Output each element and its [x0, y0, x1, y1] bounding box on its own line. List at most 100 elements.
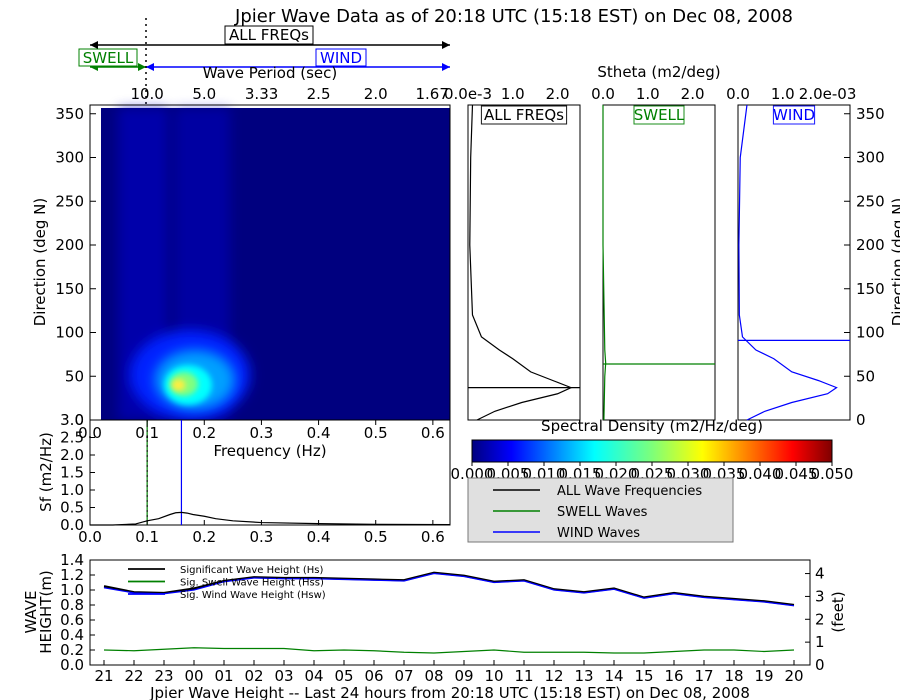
- ts-xtick-label: 00: [184, 667, 203, 685]
- sf-ytick-label: 3.0: [60, 411, 84, 429]
- freq-tick-label-bottom: 0.2: [192, 528, 216, 546]
- ts-ytick-label: 0.0: [60, 656, 84, 674]
- freq-tick-label-top: 0.5: [364, 424, 388, 442]
- colorbar-title: Spectral Density (m2/Hz/deg): [541, 417, 763, 435]
- swell-band-label: SWELL: [83, 49, 134, 67]
- stheta-xtick-label: 1.0: [771, 85, 795, 103]
- ts-ytick-label: 1.0: [60, 581, 84, 599]
- stheta-xtick-label: 2.0: [681, 85, 705, 103]
- wind-band-label: WIND: [320, 49, 362, 67]
- ts-ytick-label: 0.8: [60, 596, 84, 614]
- ts-ytick-label: 0.6: [60, 611, 84, 629]
- freq-tick-label-top: 0.1: [135, 424, 159, 442]
- stheta-xtick-label: 2.0e-03: [799, 85, 857, 103]
- swell-box: [78, 48, 138, 67]
- ts-right-ytick-label: 3: [815, 587, 825, 605]
- ts-right-ytick-label: 4: [815, 565, 825, 583]
- stheta-panel-all-freqs: ALL FREQs 0.0e-3 1.0 2.0: [444, 85, 581, 421]
- stheta-ytick-label: 150: [856, 280, 885, 298]
- ts-xlabel: Jpier Wave Height -- Last 24 hours from …: [149, 684, 750, 700]
- stheta-xtick-label: 2.0: [546, 85, 570, 103]
- spectrum-line: [90, 511, 451, 526]
- ts-ytick-label: 1.4: [60, 551, 84, 569]
- stheta-ytick-label: 50: [856, 367, 875, 385]
- heatmap-ytick-label: 0: [74, 411, 84, 429]
- wind-box: [315, 48, 367, 67]
- stheta-ytick-label: 200: [856, 236, 885, 254]
- period-tick-label: 2.5: [307, 85, 331, 103]
- period-tick-label: 3.33: [245, 85, 278, 103]
- colorbar-tick-label: 0.040: [739, 465, 782, 483]
- ts-xtick-label: 12: [544, 667, 563, 685]
- sf-ytick-label: 2.0: [60, 446, 84, 464]
- freq-tick-label-top: 0.4: [307, 424, 331, 442]
- freq-tick-label-top: 0.3: [249, 424, 273, 442]
- ts-xtick-label: 16: [664, 667, 683, 685]
- heatmap-ylabel: Direction (deg N): [31, 198, 49, 327]
- spectrum-panel: 0.00.51.01.52.02.53.00.00.00.10.10.20.20…: [60, 411, 451, 546]
- ts-right-ytick-label: 2: [815, 610, 825, 628]
- ts-xtick-label: 06: [364, 667, 383, 685]
- ts-xtick-label: 09: [454, 667, 473, 685]
- heatmap-ytick-label: 200: [55, 236, 84, 254]
- freq-tick-label-bottom: 0.1: [135, 528, 159, 546]
- ts-legend-label: Sig. Wind Wave Height (Hsw): [180, 590, 326, 601]
- stheta-profile-line: [602, 105, 607, 421]
- stheta-ytick-label: 300: [856, 149, 885, 167]
- period-tick-label: 10.0: [130, 85, 163, 103]
- sf-ytick-label: 1.5: [60, 464, 84, 482]
- sf-ylabel: Sf (m2/Hz): [37, 432, 55, 512]
- heatmap-ytick-label: 150: [55, 280, 84, 298]
- freq-tick-label-top: 0.6: [421, 424, 445, 442]
- series-line: [103, 647, 795, 654]
- period-tick-label: 5.0: [192, 85, 216, 103]
- series-line: [103, 572, 795, 607]
- freq-tick-label-bottom: 0.0: [78, 528, 102, 546]
- stheta-xtick-label: 0.0: [726, 85, 750, 103]
- band-arrows: ALL FREQs SWELL WIND: [78, 18, 450, 420]
- ts-ytick-label: 0.2: [60, 641, 84, 659]
- ts-ylabel-line1: WAVE: [22, 590, 40, 633]
- sf-ytick-label: 0.5: [60, 499, 84, 517]
- heatmap-panel: [89, 104, 451, 421]
- ts-xtick-label: 13: [574, 667, 593, 685]
- legend-entry-label: ALL Wave Frequencies: [557, 484, 702, 499]
- ts-xtick-label: 19: [754, 667, 773, 685]
- colorbar-tick-label: 0.045: [775, 465, 818, 483]
- stheta-ytick-label: 250: [856, 192, 885, 210]
- ts-xtick-label: 23: [154, 667, 173, 685]
- heatmap-yticks: 0 50 100 150 200 250 300 350: [55, 105, 96, 429]
- period-tick-label: 1.67: [415, 85, 448, 103]
- stheta-panels: ALL FREQs 0.0e-3 1.0 2.0 SWELL 0.0 1.0 2.0 WIND 0…: [444, 85, 885, 429]
- stheta-profile-line: [469, 104, 573, 421]
- stheta-ytick-label: 0: [856, 411, 866, 429]
- freq-tick-label-bottom: 0.4: [307, 528, 331, 546]
- stheta-panel-wind: WIND 0.0 1.0 2.0e-03: [726, 85, 857, 421]
- stheta-panel-swell: SWELL 0.0 1.0 2.0: [591, 85, 716, 421]
- ts-xtick-label: 14: [604, 667, 623, 685]
- colorbar-tick-label: 0.050: [811, 465, 854, 483]
- stheta-title: Stheta (m2/deg): [597, 63, 720, 81]
- sf-ytick-label: 2.5: [60, 429, 84, 447]
- ts-xtick-label: 18: [724, 667, 743, 685]
- heatmap-ytick-label: 100: [55, 324, 84, 342]
- heatmap-ytick-label: 250: [55, 192, 84, 210]
- legend-entry-label: WIND Waves: [557, 526, 640, 541]
- stheta-ytick-label: 100: [856, 324, 885, 342]
- ts-xtick-label: 05: [334, 667, 353, 685]
- series-line: [103, 571, 795, 607]
- ts-right-ytick-label: 1: [815, 633, 825, 651]
- ts-xtick-label: 07: [394, 667, 413, 685]
- sf-ytick-label: 1.0: [60, 481, 84, 499]
- heatmap-ytick-label: 350: [55, 105, 84, 123]
- stheta-panel-label: ALL FREQs: [484, 106, 564, 124]
- ts-xtick-label: 04: [304, 667, 323, 685]
- ts-ytick-label: 0.4: [60, 626, 84, 644]
- ts-xtick-label: 11: [514, 667, 533, 685]
- ts-xtick-label: 15: [634, 667, 653, 685]
- ts-legend-label: Sig. Swell Wave Height (Hss): [180, 578, 324, 589]
- ts-right-ytick-label: 0: [815, 656, 825, 674]
- stheta-panel-label: SWELL: [634, 106, 685, 124]
